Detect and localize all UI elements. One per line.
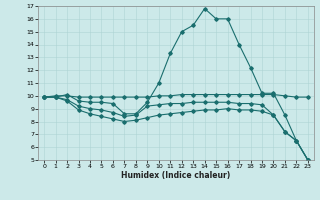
X-axis label: Humidex (Indice chaleur): Humidex (Indice chaleur) — [121, 171, 231, 180]
